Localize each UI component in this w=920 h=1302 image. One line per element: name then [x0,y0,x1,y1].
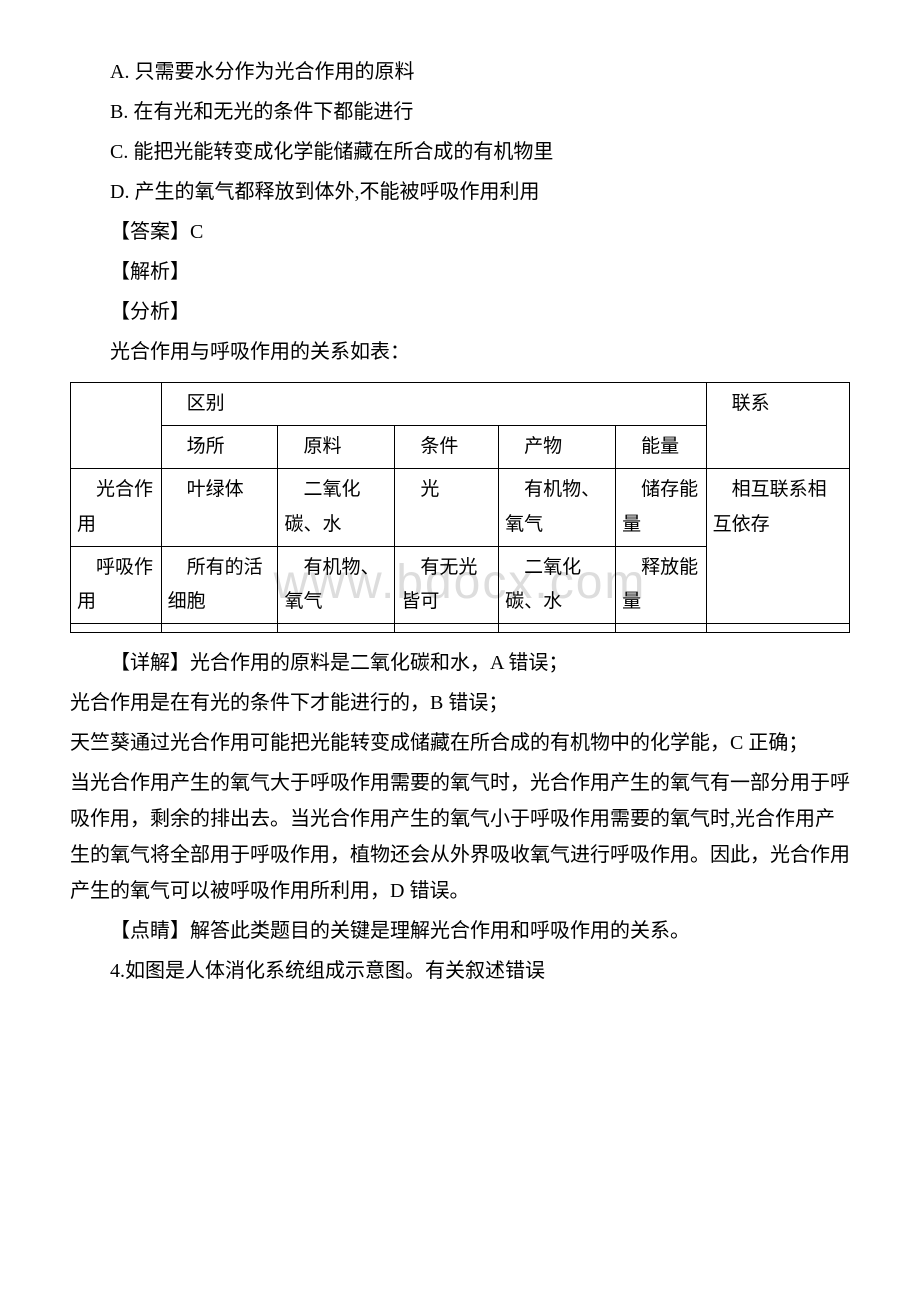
cell: 释放能量 [616,546,707,623]
detail-p2: 光合作用是在有光的条件下才能进行的，B 错误； [70,685,850,721]
cell-resp-name: 呼吸作用 [71,546,162,623]
header-diff: 区别 [161,383,706,426]
header-col5: 能量 [616,426,707,469]
detail-p3: 天竺葵通过光合作用可能把光能转变成储藏在所合成的有机物中的化学能，C 正确； [70,725,850,761]
answer: 【答案】C [70,214,850,250]
cell-photo-name: 光合作用 [71,469,162,546]
cell: 二氧化碳、水 [278,469,395,546]
page-content: A. 只需要水分作为光合作用的原料 B. 在有光和无光的条件下都能进行 C. 能… [70,54,850,989]
cell: 有无光皆可 [395,546,499,623]
option-a: A. 只需要水分作为光合作用的原料 [70,54,850,90]
table-row [71,624,850,633]
option-d: D. 产生的氧气都释放到体外,不能被呼吸作用利用 [70,174,850,210]
option-b: B. 在有光和无光的条件下都能进行 [70,94,850,130]
cell: 储存能量 [616,469,707,546]
cell: 所有的活细胞 [161,546,278,623]
analysis-label: 【分析】 [70,294,850,330]
analysis-text: 光合作用与呼吸作用的关系如表： [70,334,850,370]
cell: 有机物、氧气 [278,546,395,623]
detail-p4: 当光合作用产生的氧气大于呼吸作用需要的氧气时，光合作用产生的氧气有一部分用于呼吸… [70,765,850,909]
explain-label: 【解析】 [70,254,850,290]
header-col3: 条件 [395,426,499,469]
cell: 光 [395,469,499,546]
cell: 二氧化碳、水 [499,546,616,623]
insight: 【点睛】解答此类题目的关键是理解光合作用和呼吸作用的关系。 [70,913,850,949]
header-col4: 产物 [499,426,616,469]
table-row: 光合作用 叶绿体 二氧化碳、水 光 有机物、氧气 储存能量 相互联系相互依存 [71,469,850,546]
header-rel: 联系 [706,383,849,469]
cell: 有机物、氧气 [499,469,616,546]
comparison-table: 区别 联系 场所 原料 条件 产物 能量 光合作用 叶绿体 二氧化碳、水 光 有… [70,382,850,633]
next-question: 4.如图是人体消化系统组成示意图。有关叙述错误 [70,953,850,989]
cell-rel: 相互联系相互依存 [706,469,849,624]
cell: 叶绿体 [161,469,278,546]
header-col1: 场所 [161,426,278,469]
table-row: 区别 联系 [71,383,850,426]
detail-p1: 【详解】光合作用的原料是二氧化碳和水，A 错误； [70,645,850,681]
header-col2: 原料 [278,426,395,469]
option-c: C. 能把光能转变成化学能储藏在所合成的有机物里 [70,134,850,170]
